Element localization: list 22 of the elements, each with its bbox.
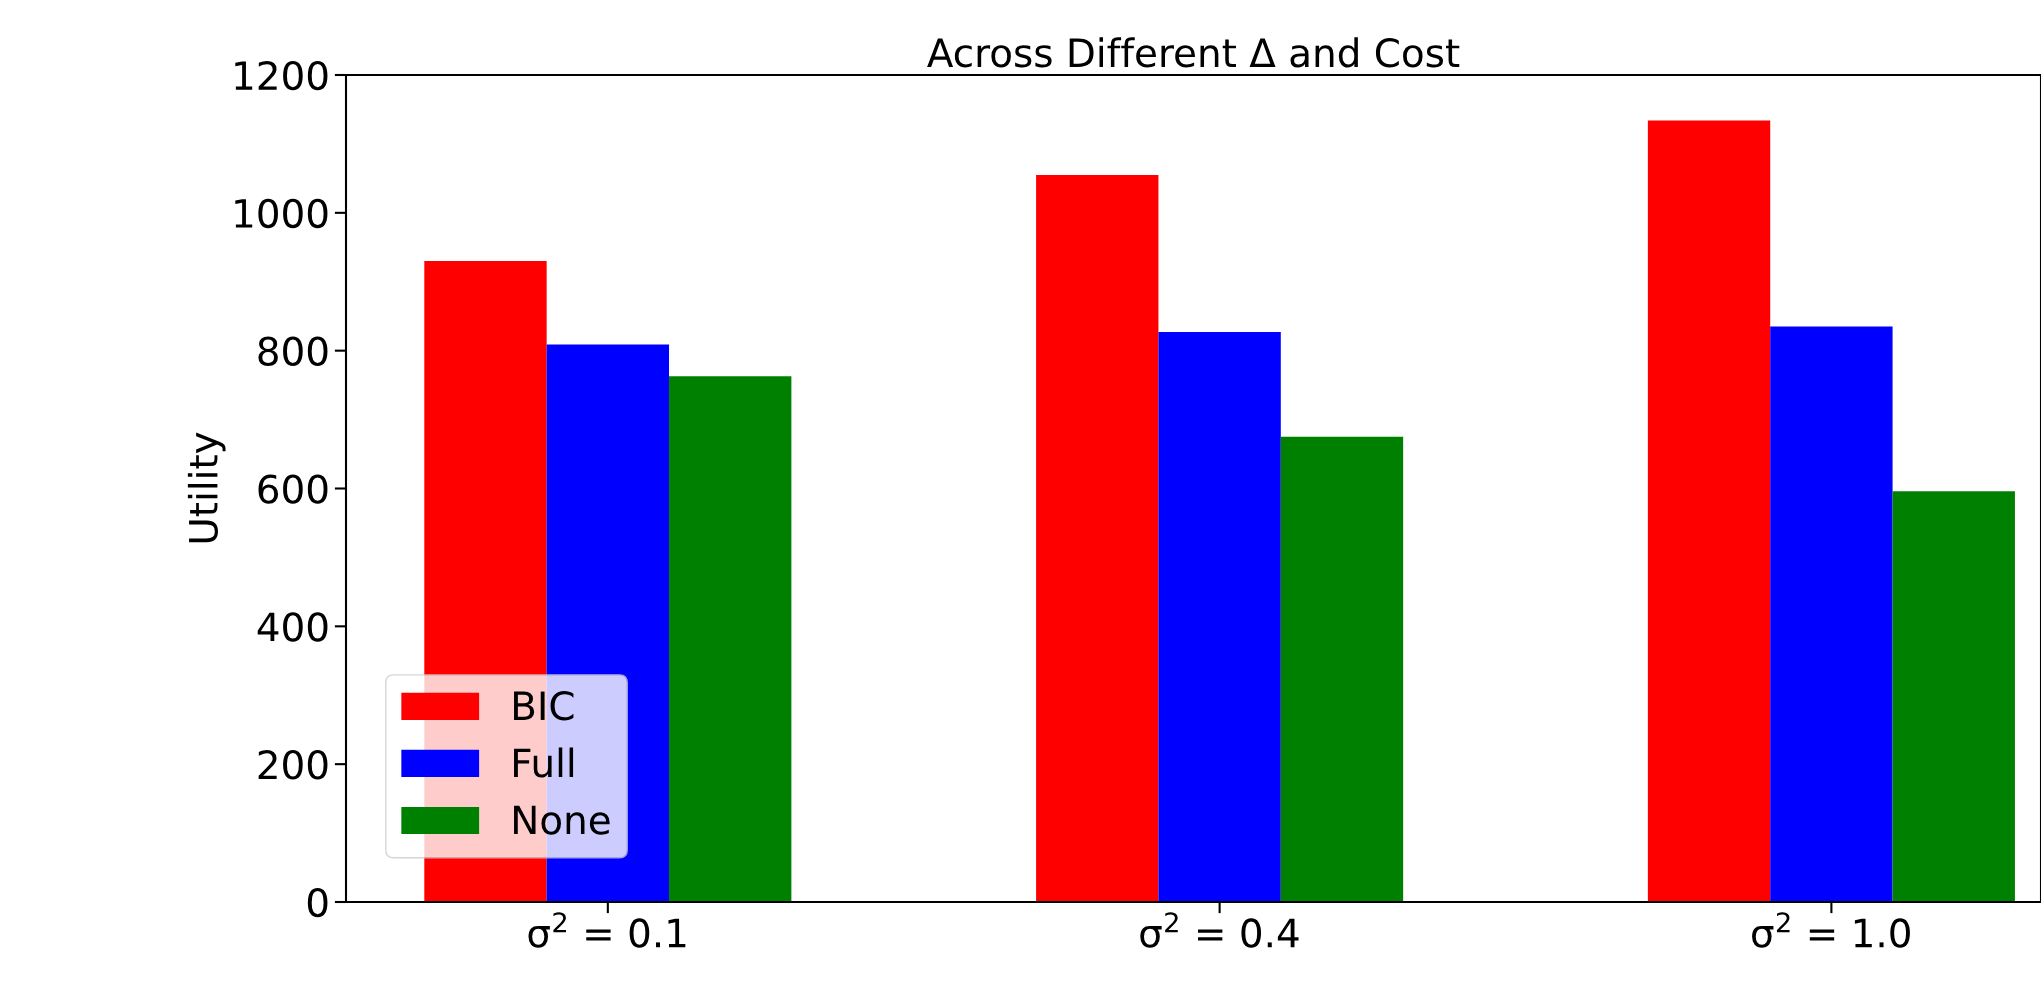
y-tick-label: 1000: [235, 198, 328, 229]
y-tick-label: 800: [258, 336, 328, 366]
legend-label: BIC: [514, 691, 574, 721]
bar: [1647, 120, 1771, 902]
chart-title: Across Different Δ and Cost: [927, 37, 1460, 68]
x-tick-label: σ$^{2}$ = 0.4: [1140, 912, 1299, 948]
y-tick-label: 0: [307, 887, 328, 918]
bar: [1892, 491, 2015, 902]
bar: [1036, 174, 1159, 902]
bar: [1770, 326, 1893, 902]
y-axis-title: Utility: [187, 432, 226, 543]
bar: [1158, 332, 1281, 902]
bar: [1280, 436, 1404, 902]
legend-label: None: [514, 805, 610, 835]
bar: [669, 376, 792, 902]
y-tick-label: 200: [258, 750, 328, 780]
x-tick-label: σ$^{2}$ = 1.0: [1752, 912, 1910, 948]
x-tick-label: σ$^{2}$ = 0.1: [528, 912, 686, 948]
y-tick-label: 400: [257, 612, 328, 642]
legend-label: Full: [514, 747, 574, 778]
y-tick-label: 1200: [235, 60, 328, 91]
y-tick-label: 600: [258, 474, 328, 504]
